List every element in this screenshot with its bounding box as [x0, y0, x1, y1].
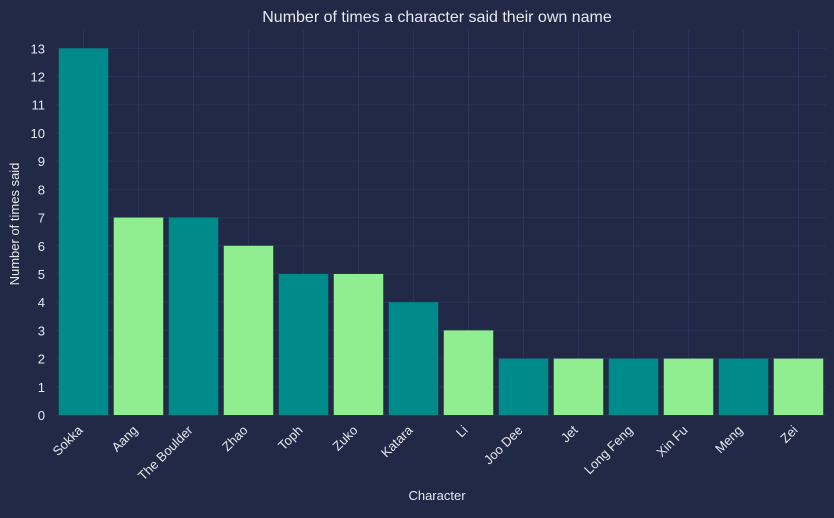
y-tick-label: 6: [38, 239, 45, 254]
bar: [223, 245, 274, 415]
bar: [608, 358, 659, 415]
bars: [58, 48, 824, 415]
y-tick-label: 0: [38, 408, 45, 423]
bar: [278, 273, 329, 415]
bar: [333, 273, 384, 415]
y-tick-label: 7: [38, 211, 45, 226]
y-tick-label: 8: [38, 182, 45, 197]
bar: [168, 217, 219, 415]
bar: [718, 358, 769, 415]
bar: [388, 302, 439, 415]
bar: [773, 358, 824, 415]
y-tick-label: 3: [38, 323, 45, 338]
bar: [113, 217, 164, 415]
y-tick-label: 5: [38, 267, 45, 282]
bar: [58, 48, 109, 415]
bar: [663, 358, 714, 415]
bar: [443, 330, 494, 415]
y-axis-label: Number of times said: [7, 163, 22, 286]
bar: [553, 358, 604, 415]
bar: [498, 358, 549, 415]
y-tick-label: 4: [38, 295, 45, 310]
y-tick-label: 1: [38, 380, 45, 395]
y-tick-label: 9: [38, 154, 45, 169]
y-tick-label: 10: [31, 126, 45, 141]
chart-title: Number of times a character said their o…: [262, 9, 612, 26]
y-tick-label: 13: [31, 41, 45, 56]
y-tick-label: 11: [32, 98, 46, 113]
x-axis-label: Character: [408, 488, 466, 503]
y-tick-label: 2: [38, 352, 45, 367]
y-tick-label: 12: [31, 70, 45, 85]
